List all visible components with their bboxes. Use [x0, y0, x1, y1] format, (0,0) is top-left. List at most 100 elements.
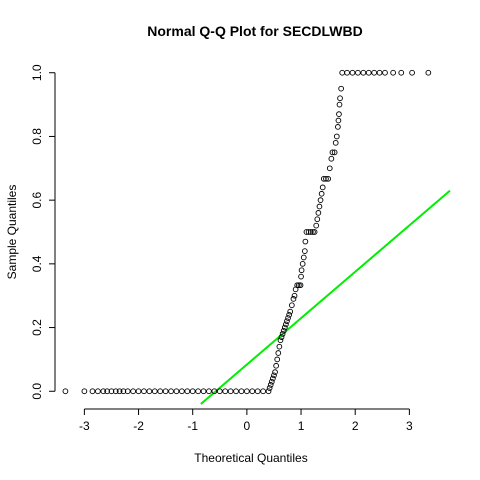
data-point [376, 69, 383, 76]
x-tick-label: -1 [187, 419, 198, 433]
data-point [335, 117, 342, 124]
data-point [112, 388, 119, 395]
data-point [233, 388, 239, 395]
data-point [179, 388, 185, 395]
data-point [326, 165, 333, 172]
data-point [307, 229, 314, 235]
data-point [124, 388, 131, 395]
data-point [81, 388, 88, 395]
y-tick-label: 0.6 [30, 191, 44, 208]
x-tick-label: 1 [298, 419, 305, 433]
data-point [267, 382, 274, 388]
data-point [298, 267, 305, 274]
data-point [313, 222, 320, 229]
data-point [271, 372, 277, 379]
data-point [277, 337, 284, 344]
data-point [317, 197, 324, 203]
data-point [319, 184, 326, 191]
data-point [332, 139, 339, 146]
data-point [331, 149, 338, 156]
data-point [409, 69, 415, 76]
data-point [120, 388, 127, 395]
data-point [318, 190, 325, 197]
data-point [285, 315, 291, 321]
data-point [62, 388, 69, 395]
y-tick-label: 0.8 [30, 128, 44, 145]
data-point [288, 302, 295, 309]
x-tick-label: -3 [79, 419, 90, 433]
data-point [141, 388, 147, 395]
data-point [108, 388, 115, 395]
data-point [151, 388, 158, 395]
data-point [355, 69, 361, 76]
data-point [116, 388, 123, 395]
data-point [320, 175, 327, 182]
data-point [254, 388, 261, 395]
data-point [336, 111, 342, 117]
data-point [299, 261, 306, 267]
data-point [206, 388, 212, 395]
x-tick-label: 0 [244, 419, 251, 433]
y-tick-label: 0.4 [30, 255, 44, 272]
data-point [294, 282, 301, 289]
data-point [130, 388, 136, 395]
data-point [162, 388, 169, 395]
data-point [300, 254, 307, 261]
data-point [323, 175, 329, 182]
data-point [135, 388, 142, 395]
x-tick-label: 2 [352, 419, 359, 433]
data-point [371, 69, 378, 76]
data-point [335, 124, 341, 130]
data-point [390, 69, 396, 76]
data-point [290, 296, 297, 302]
data-point [279, 331, 286, 337]
data-point [298, 273, 304, 280]
data-point [344, 69, 350, 76]
data-point [301, 248, 308, 254]
data-point [227, 388, 234, 395]
data-point [297, 282, 304, 289]
data-point [274, 356, 281, 363]
data-point [365, 69, 372, 76]
data-point [95, 388, 101, 395]
data-point [425, 69, 432, 76]
data-point [272, 369, 278, 375]
data-point [328, 155, 335, 162]
data-point [310, 229, 316, 235]
data-point [339, 69, 346, 76]
reference-line-layer [200, 189, 451, 405]
data-point [89, 388, 96, 395]
data-point [360, 69, 367, 76]
data-point [184, 388, 191, 395]
data-point [305, 229, 312, 235]
data-point [280, 327, 287, 334]
y-tick-label: 1.0 [30, 64, 44, 81]
data-point [270, 375, 276, 382]
data-point [157, 388, 164, 395]
y-tick-label: 0.2 [30, 319, 44, 336]
data-point [189, 388, 196, 395]
data-point [286, 311, 292, 318]
data-point [329, 149, 336, 156]
data-point [100, 388, 107, 395]
data-point [296, 282, 302, 289]
data-point [283, 321, 289, 328]
data-point [249, 388, 256, 395]
data-point [333, 133, 340, 140]
data-point [281, 324, 288, 331]
data-point [291, 292, 298, 299]
data-point [287, 308, 294, 315]
data-point [276, 343, 283, 350]
data-point [349, 69, 356, 76]
data-point [315, 210, 322, 216]
data-point [273, 362, 279, 369]
data-point [211, 388, 218, 395]
data-point [260, 388, 266, 395]
points-layer [62, 69, 432, 395]
chart-title: Normal Q-Q Plot for SECDLWBD [147, 23, 362, 39]
data-point [104, 388, 110, 395]
data-point [244, 388, 250, 395]
data-point [311, 229, 318, 235]
